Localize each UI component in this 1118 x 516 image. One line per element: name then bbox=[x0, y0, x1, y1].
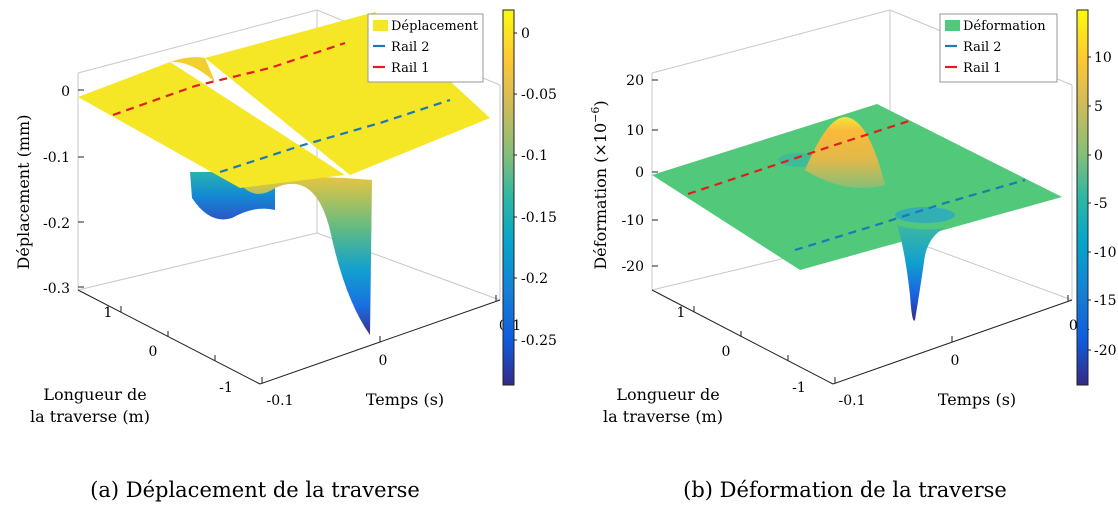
length-tick-label: 0 bbox=[149, 344, 158, 360]
legend-entry: Rail 2 bbox=[963, 40, 1002, 55]
surface-a-dip bbox=[190, 172, 372, 335]
colorbar-b-bar bbox=[1076, 9, 1089, 386]
legend-entry: Rail 1 bbox=[391, 61, 430, 76]
z-tick-label: -20 bbox=[621, 259, 644, 275]
colorbar-tick-label: -0.25 bbox=[521, 333, 557, 349]
time-axis-label-b: Temps (s) bbox=[938, 390, 1016, 409]
length-tick-label: -1 bbox=[792, 380, 806, 396]
colorbar-tick-label: -10 bbox=[1094, 245, 1117, 261]
length-axis-label-line2-b: la traverse (m) bbox=[603, 407, 723, 426]
legend-swatch-displacement bbox=[373, 20, 388, 31]
colorbar-tick-label: 10 bbox=[1094, 50, 1112, 66]
front-axes-b bbox=[651, 289, 1073, 385]
length-tick-labels-a: 1 0 -1 bbox=[104, 305, 233, 396]
rail-2-line-a bbox=[219, 98, 451, 174]
z-tick-label: 10 bbox=[626, 123, 644, 139]
surface-a-front bbox=[78, 62, 345, 188]
colorbar-tick-label: -0.2 bbox=[521, 271, 548, 287]
legend-a: Déplacement Rail 2 Rail 1 bbox=[367, 13, 484, 83]
z-tick-label: 0 bbox=[635, 165, 644, 181]
caption-b: (b) Déformation de la traverse bbox=[683, 478, 1007, 502]
rail-1-line-a bbox=[112, 41, 346, 117]
surface-a-dip-secondary bbox=[190, 172, 275, 220]
z-tick-label: -0.2 bbox=[43, 216, 70, 232]
length-tick-label: -1 bbox=[219, 380, 233, 396]
colorbar-tick-label: -20 bbox=[1094, 343, 1117, 359]
colorbar-tick-label: -0.15 bbox=[521, 210, 557, 226]
surface-b-trough bbox=[897, 225, 945, 321]
length-axis-label-line1-b: Longueur de bbox=[616, 385, 719, 404]
colorbar-a-bar bbox=[502, 9, 515, 386]
colorbar-tick-label: 5 bbox=[1094, 99, 1103, 115]
colorbar-tick-label: 0 bbox=[521, 26, 530, 42]
z-tick-labels-b: 20 10 0 -10 -20 bbox=[621, 73, 644, 275]
colorbar-tick-label: -15 bbox=[1094, 293, 1117, 309]
caption-a: (a) Déplacement de la traverse bbox=[90, 478, 420, 502]
length-tick-labels-b: 1 0 -1 bbox=[677, 305, 806, 396]
z-tick-label: 20 bbox=[626, 73, 644, 89]
legend-swatch-strain bbox=[945, 20, 960, 31]
z-tick-label: 0 bbox=[61, 84, 70, 100]
front-axes-a bbox=[77, 289, 501, 385]
length-axis-label-line2-a: la traverse (m) bbox=[30, 407, 150, 426]
rail-2-line-b bbox=[794, 178, 1026, 252]
colorbar-tick-label: -0.1 bbox=[521, 148, 548, 164]
legend-entry: Rail 1 bbox=[963, 61, 1002, 76]
z-tick-label: -0.1 bbox=[43, 150, 70, 166]
panel-b: 20 10 0 -10 -20 1 0 -1 -0.1 0 0.1 Déform… bbox=[589, 9, 1117, 502]
length-tick-label: 1 bbox=[104, 305, 113, 321]
z-axis-label-a: Déplacement (mm) bbox=[14, 115, 33, 270]
legend-b: Déformation Rail 2 Rail 1 bbox=[939, 13, 1058, 83]
colorbar-tick-label: -5 bbox=[1094, 196, 1108, 212]
rail-1-line-b bbox=[687, 118, 913, 196]
legend-entry: Déformation bbox=[963, 19, 1046, 34]
length-tick-label: 0 bbox=[722, 344, 731, 360]
time-tick-label: 0 bbox=[379, 353, 388, 369]
z-tick-labels-a: 0 -0.1 -0.2 -0.3 bbox=[43, 84, 70, 297]
length-tick-label: 1 bbox=[677, 305, 686, 321]
panel-a: 0 -0.1 -0.2 -0.3 1 0 -1 -0.1 0 0.1 Dépla… bbox=[14, 9, 557, 502]
tick-marks-b bbox=[652, 79, 1069, 383]
colorbar-tick-label: -0.05 bbox=[521, 87, 557, 103]
legend-entry: Déplacement bbox=[391, 19, 479, 34]
z-axis-label-b: Déformation (×10−6) bbox=[589, 100, 610, 269]
z-tick-label: -10 bbox=[621, 213, 644, 229]
time-axis-label-a: Temps (s) bbox=[366, 390, 444, 409]
colorbar-b: 10 5 0 -5 -10 -15 -20 bbox=[1076, 9, 1117, 386]
time-tick-label: -0.1 bbox=[267, 393, 294, 409]
colorbar-a: 0 -0.05 -0.1 -0.15 -0.2 -0.25 bbox=[502, 9, 557, 386]
legend-entry: Rail 2 bbox=[391, 40, 430, 55]
z-tick-label: -0.3 bbox=[43, 281, 70, 297]
time-tick-label: 0 bbox=[951, 353, 960, 369]
tick-marks-a bbox=[78, 89, 497, 383]
length-axis-label-line1-a: Longueur de bbox=[43, 385, 146, 404]
time-tick-label: -0.1 bbox=[839, 393, 866, 409]
colorbar-tick-label: 0 bbox=[1094, 148, 1103, 164]
